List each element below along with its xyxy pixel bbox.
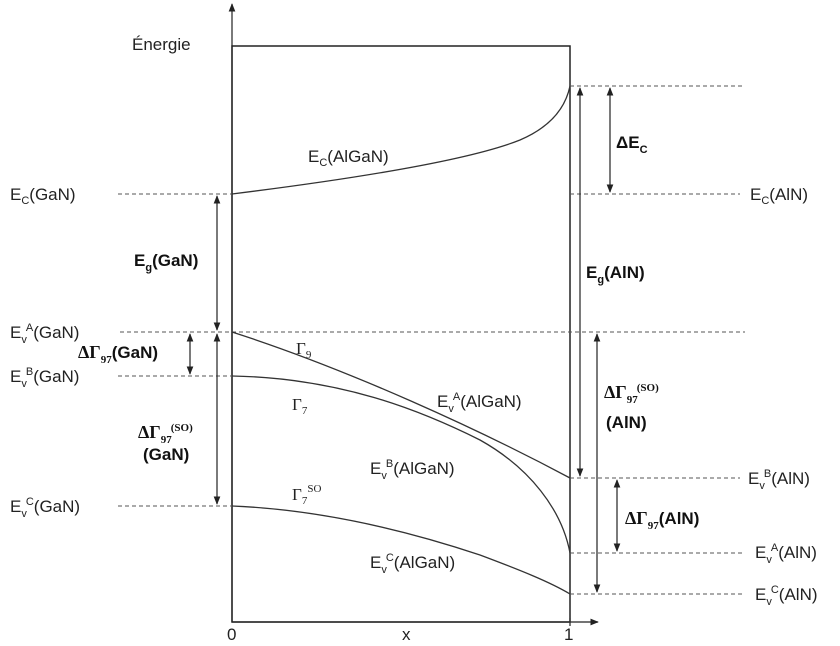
eg-aln-label: Eg(AlN) xyxy=(586,263,645,286)
evc-aln-label: EvC(AlN) xyxy=(755,584,818,608)
gamma7-label: Γ7 xyxy=(292,395,308,417)
energy-axis-label: Énergie xyxy=(132,35,191,54)
diagram-frame xyxy=(231,45,571,623)
eva-algan-curve xyxy=(231,331,571,479)
dg97so-gan-label-line2: (GaN) xyxy=(143,445,189,464)
ec-gan-label: EC(GaN) xyxy=(10,185,76,207)
eva-aln-label: EvA(AlN) xyxy=(755,542,817,566)
eva-gan-label: EvA(GaN) xyxy=(10,322,79,346)
evb-gan-label: EvB(GaN) xyxy=(10,366,79,390)
gamma9-label: Γ9 xyxy=(296,339,312,361)
dg97so-gan-label: ΔΓ97(SO) xyxy=(138,422,193,446)
evb-algan-label: EvB(AlGaN) xyxy=(370,458,455,482)
dg97so-aln-label-line2: (AlN) xyxy=(606,413,647,432)
dg97-aln-label: ΔΓ97(AlN) xyxy=(625,508,699,532)
eg-gan-label: Eg(GaN) xyxy=(134,251,198,274)
dg97-gan-label: ΔΓ97(GaN) xyxy=(78,342,158,366)
x-tick-0: 0 xyxy=(227,625,236,644)
eva-algan-label: EvA(AlGaN) xyxy=(437,391,522,415)
x-axis-label: x xyxy=(402,625,411,644)
evc-gan-label: EvC(GaN) xyxy=(10,496,80,520)
evc-algan-curve xyxy=(231,505,571,595)
evb-algan-curve xyxy=(231,375,571,554)
delta-ec-label: ΔEC xyxy=(616,133,648,156)
gamma7so-label: Γ7SO xyxy=(292,483,321,507)
ec-aln-label: EC(AlN) xyxy=(750,185,808,207)
ec-algan-label: EC(AlGaN) xyxy=(308,147,389,169)
evc-algan-label: EvC(AlGaN) xyxy=(370,552,455,576)
dg97so-aln-label: ΔΓ97(SO) xyxy=(604,382,659,406)
evb-aln-label: EvB(AlN) xyxy=(748,468,810,492)
x-tick-1: 1 xyxy=(564,625,573,644)
ec-algan-curve xyxy=(231,85,571,195)
